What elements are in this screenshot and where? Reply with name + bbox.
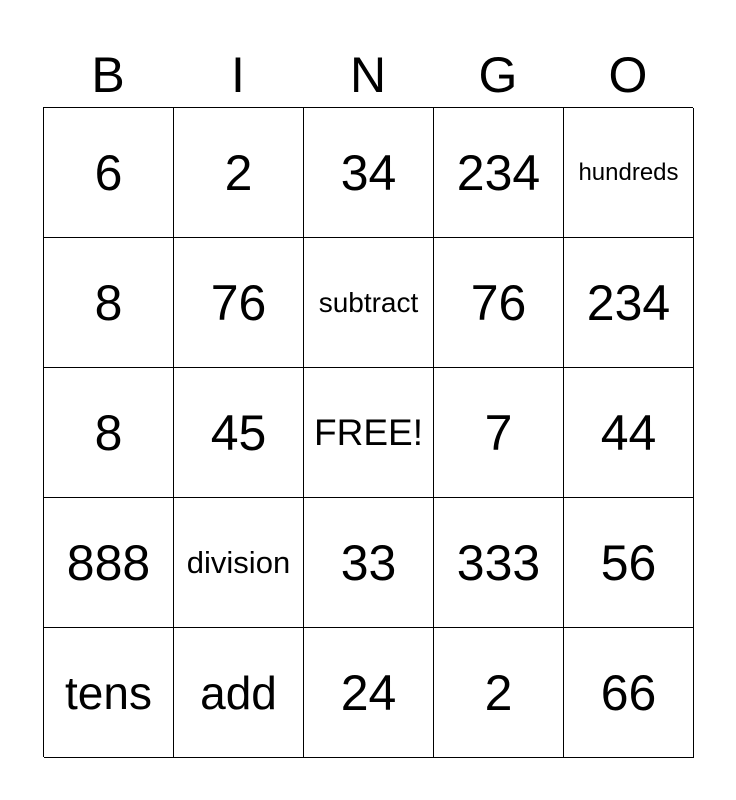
header-letter: G <box>478 47 518 103</box>
header-letter: O <box>608 47 648 103</box>
bingo-cell: tens <box>44 628 174 758</box>
bingo-cell: 76 <box>434 238 564 368</box>
bingo-cell: add <box>174 628 304 758</box>
bingo-header: B I N G O <box>43 45 693 105</box>
bingo-cell: 234 <box>434 108 564 238</box>
bingo-cell: hundreds <box>564 108 694 238</box>
bingo-cell: 333 <box>434 498 564 628</box>
bingo-cell: 7 <box>434 368 564 498</box>
bingo-cell: 34 <box>304 108 434 238</box>
bingo-cell: 24 <box>304 628 434 758</box>
bingo-cell: 2 <box>174 108 304 238</box>
bingo-cell: 234 <box>564 238 694 368</box>
bingo-cell: 888 <box>44 498 174 628</box>
bingo-cell: 8 <box>44 238 174 368</box>
bingo-cell: subtract <box>304 238 434 368</box>
bingo-cell: 66 <box>564 628 694 758</box>
header-letter: N <box>349 47 387 103</box>
bingo-cell: 44 <box>564 368 694 498</box>
bingo-cell: 33 <box>304 498 434 628</box>
bingo-cell: 2 <box>434 628 564 758</box>
bingo-cell: 6 <box>44 108 174 238</box>
bingo-cell: division <box>174 498 304 628</box>
bingo-cell: FREE! <box>304 368 434 498</box>
bingo-cell: 76 <box>174 238 304 368</box>
bingo-cell: 8 <box>44 368 174 498</box>
bingo-cell: 56 <box>564 498 694 628</box>
bingo-grid: 6 2 34 234 hundreds 8 76 subtract 76 234 8 45 FREE! 7… <box>43 107 694 758</box>
header-letter: B <box>91 47 125 103</box>
header-letter: I <box>231 47 245 103</box>
bingo-cell: 45 <box>174 368 304 498</box>
